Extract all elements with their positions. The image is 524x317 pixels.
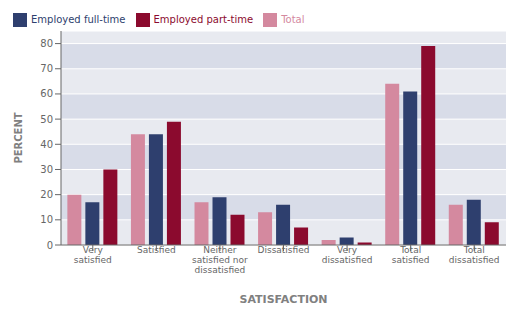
svg-text:70: 70 xyxy=(40,63,53,74)
svg-text:50: 50 xyxy=(40,114,53,125)
svg-text:Neithersatisfied nordissatisfi: Neithersatisfied nordissatisfied xyxy=(192,245,248,275)
html-text:Total: Total xyxy=(281,14,305,25)
svg-text:80: 80 xyxy=(40,38,53,49)
svg-text:SATISFACTION: SATISFACTION xyxy=(239,293,327,306)
svg-text:Satisfied: Satisfied xyxy=(137,245,176,255)
svg-text:Verydissatisfied: Verydissatisfied xyxy=(322,245,373,265)
svg-text:10: 10 xyxy=(40,214,53,225)
html-text:Employed full-time: Employed full-time xyxy=(31,14,126,25)
svg-text:60: 60 xyxy=(40,88,53,99)
html-text:Employed part-time: Employed part-time xyxy=(153,14,254,25)
svg-text:Totalsatisfied: Totalsatisfied xyxy=(392,245,430,265)
svg-text:0: 0 xyxy=(47,240,53,251)
svg-text:Totaldissatisfied: Totaldissatisfied xyxy=(449,245,500,265)
svg-text:PERCENT: PERCENT xyxy=(13,112,24,163)
svg-text:Dissatisfied: Dissatisfied xyxy=(258,245,310,255)
svg-text:30: 30 xyxy=(40,164,53,175)
svg-text:Verysatisfied: Verysatisfied xyxy=(74,245,112,265)
svg-text:20: 20 xyxy=(40,189,53,200)
svg-text:40: 40 xyxy=(40,139,53,150)
